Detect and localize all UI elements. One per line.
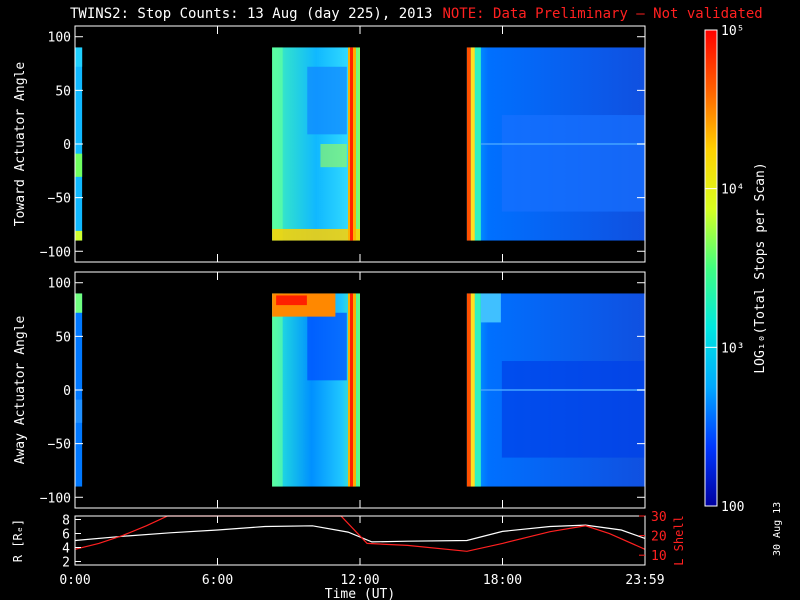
- data-block-mid-edge: [272, 293, 283, 487]
- left-y-tick-label: 4: [62, 542, 70, 557]
- data-block-mid-edge: [272, 47, 283, 241]
- right-y-tick-label: 20: [651, 530, 667, 545]
- zero-angle-line: [480, 389, 645, 391]
- x-tick-label: 0:00: [59, 573, 90, 588]
- r-series-line: [74, 524, 646, 543]
- left-y-tick-label: 6: [62, 528, 70, 543]
- colorbar-tick-label: 10⁴: [721, 183, 744, 198]
- chart-title: TWINS2: Stop Counts: 13 Aug (day 225), 2…: [70, 6, 763, 22]
- y-tick-label: 0: [63, 138, 71, 153]
- note-text: NOTE: Data Preliminary – Not validated: [442, 6, 763, 22]
- y-axis-label: Away Actuator Angle: [13, 315, 28, 464]
- data-block-end-edge: [474, 47, 481, 241]
- l-shell-series-line: [74, 515, 646, 552]
- y-tick-label: −50: [48, 438, 71, 453]
- left-y-tick-label: 8: [62, 514, 70, 529]
- y-tick-label: 50: [55, 330, 71, 345]
- data-block-end-band: [480, 293, 501, 323]
- y-tick-label: 100: [48, 31, 71, 46]
- data-block-end-core: [501, 115, 645, 212]
- toward-panel: 100 50 0 −50 −100 Toward Actuator Angle: [13, 25, 646, 263]
- y-tick-label: 0: [63, 384, 71, 399]
- data-block-end-edge: [470, 293, 475, 487]
- date-stamp: 30 Aug 13: [772, 501, 783, 556]
- right-y-axis-label: L Shell: [672, 515, 686, 566]
- y-axis-label: Toward Actuator Angle: [13, 62, 28, 227]
- data-block-start-band: [75, 293, 83, 313]
- x-tick-label: 6:00: [202, 573, 233, 588]
- data-block-end-edge: [474, 293, 481, 487]
- data-block-end-edge: [466, 293, 471, 487]
- zero-angle-line: [480, 143, 645, 145]
- right-y-tick-label: 30: [651, 510, 667, 525]
- y-tick-label: −100: [40, 245, 71, 260]
- title-text: TWINS2: Stop Counts: 13 Aug (day 225), 2…: [70, 6, 433, 22]
- x-axis-label: Time (UT): [325, 587, 395, 600]
- colorbar-tick-label: 10³: [721, 341, 744, 356]
- left-y-tick-label: 2: [62, 556, 70, 571]
- y-tick-label: 50: [55, 84, 71, 99]
- data-block-mid-core: [307, 66, 347, 135]
- away-panel: 100 50 0 −50 −100 Away Actuator Angle: [13, 271, 646, 509]
- data-block-mid-hot: [272, 228, 360, 241]
- x-tick-label: 12:00: [340, 573, 379, 588]
- x-tick-label: 23:59: [625, 573, 664, 588]
- colorbar-label: LOG₁₀(Total Stops per Scan): [753, 162, 768, 373]
- data-block-end-edge: [466, 47, 471, 241]
- data-block-mid-core: [307, 312, 347, 381]
- y-tick-label: −100: [40, 491, 71, 506]
- data-block-start-band: [75, 399, 83, 423]
- right-y-tick-label: 10: [651, 549, 667, 564]
- data-block-mid-streak: [350, 47, 353, 241]
- data-block-start-band: [75, 230, 83, 241]
- colorbar: 100 10³ 10⁴ 10⁵ LOG₁₀(Total Stops per Scan): [704, 24, 768, 515]
- data-block-mid-hot: [276, 295, 307, 306]
- y-tick-label: 100: [48, 277, 71, 292]
- panel-frame: [74, 515, 646, 566]
- data-block-mid-band: [320, 144, 347, 168]
- x-tick-label: 18:00: [483, 573, 522, 588]
- data-block-start-band: [75, 47, 83, 67]
- left-y-axis-label: R [Rₑ]: [11, 519, 25, 562]
- data-block-end-edge: [470, 47, 475, 241]
- y-tick-label: −50: [48, 192, 71, 207]
- colorbar-tick-label: 100: [721, 500, 744, 515]
- data-block-start-band: [75, 153, 83, 177]
- data-block-mid-streak: [350, 293, 353, 487]
- colorbar-gradient: [705, 30, 717, 506]
- colorbar-tick-label: 10⁵: [721, 24, 744, 39]
- data-block-end-core: [501, 361, 645, 458]
